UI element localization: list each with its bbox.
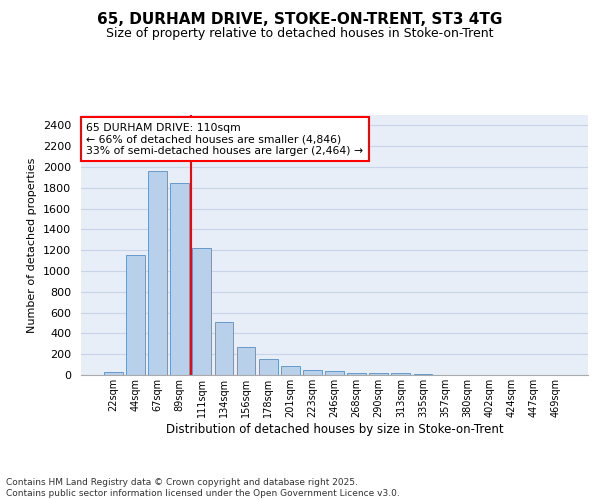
Bar	[148, 171, 167, 375]
Bar	[347, 373, 366, 375]
Bar	[236, 347, 256, 375]
Bar	[413, 374, 433, 375]
Bar	[126, 255, 145, 375]
Bar	[303, 370, 322, 375]
X-axis label: Distribution of detached houses by size in Stoke-on-Trent: Distribution of detached houses by size …	[166, 422, 503, 436]
Text: 65, DURHAM DRIVE, STOKE-ON-TRENT, ST3 4TG: 65, DURHAM DRIVE, STOKE-ON-TRENT, ST3 4T…	[97, 12, 503, 28]
Bar	[370, 373, 388, 375]
Bar	[104, 372, 123, 375]
Bar	[259, 359, 278, 375]
Bar	[170, 182, 189, 375]
Y-axis label: Number of detached properties: Number of detached properties	[28, 158, 37, 332]
Bar	[391, 374, 410, 375]
Text: Contains HM Land Registry data © Crown copyright and database right 2025.
Contai: Contains HM Land Registry data © Crown c…	[6, 478, 400, 498]
Bar	[325, 371, 344, 375]
Bar	[281, 366, 299, 375]
Bar	[193, 248, 211, 375]
Bar	[215, 322, 233, 375]
Text: Size of property relative to detached houses in Stoke-on-Trent: Size of property relative to detached ho…	[106, 28, 494, 40]
Text: 65 DURHAM DRIVE: 110sqm
← 66% of detached houses are smaller (4,846)
33% of semi: 65 DURHAM DRIVE: 110sqm ← 66% of detache…	[86, 123, 363, 156]
